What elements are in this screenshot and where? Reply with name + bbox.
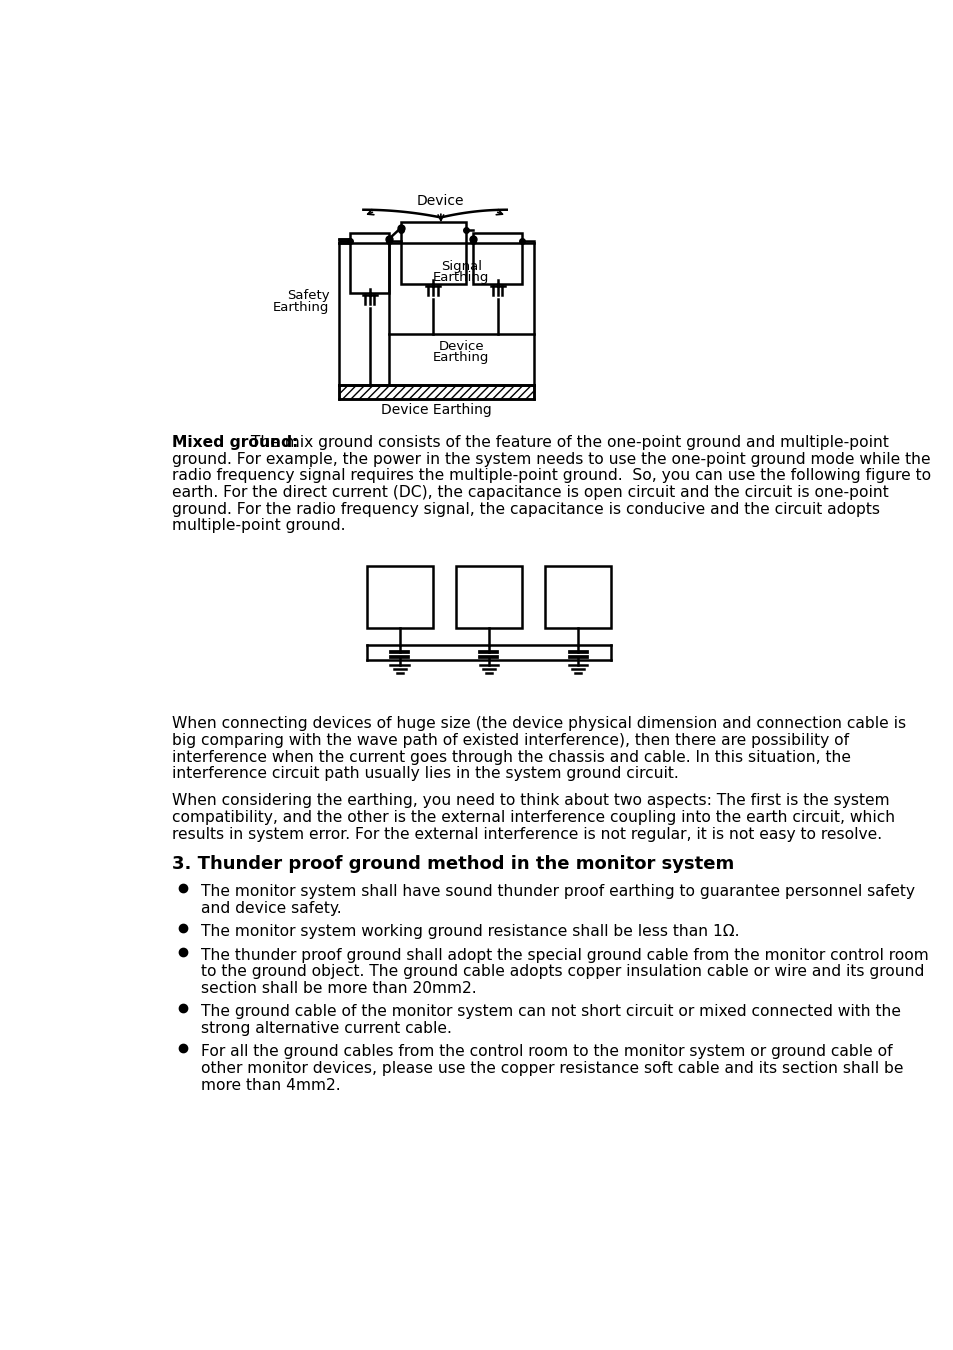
Text: Device: Device: [438, 340, 484, 352]
Text: big comparing with the wave path of existed interference), then there are possib: big comparing with the wave path of exis…: [172, 733, 848, 748]
Text: ground. For example, the power in the system needs to use the one-point ground m: ground. For example, the power in the sy…: [172, 452, 929, 467]
Text: results in system error. For the external interference is not regular, it is not: results in system error. For the externa…: [172, 826, 882, 841]
Text: The thunder proof ground shall adopt the special ground cable from the monitor c: The thunder proof ground shall adopt the…: [201, 948, 928, 963]
Text: and device safety.: and device safety.: [201, 900, 342, 915]
Bar: [400, 221, 465, 284]
Bar: [544, 566, 610, 628]
Text: When considering the earthing, you need to think about two aspects: The first is: When considering the earthing, you need …: [172, 794, 888, 809]
Text: Earthing: Earthing: [273, 301, 329, 313]
Text: 3. Thunder proof ground method in the monitor system: 3. Thunder proof ground method in the mo…: [172, 855, 734, 873]
Bar: [473, 232, 521, 284]
Bar: [367, 566, 433, 628]
Text: strong alternative current cable.: strong alternative current cable.: [201, 1021, 452, 1035]
Text: Earthing: Earthing: [433, 351, 489, 364]
Bar: [350, 232, 389, 293]
Text: The monitor system working ground resistance shall be less than 1Ω.: The monitor system working ground resist…: [201, 925, 740, 940]
Text: more than 4mm2.: more than 4mm2.: [201, 1077, 340, 1092]
Bar: [338, 385, 534, 400]
Text: The monitor system shall have sound thunder proof earthing to guarantee personne: The monitor system shall have sound thun…: [201, 884, 915, 899]
Text: Signal: Signal: [440, 259, 481, 273]
Text: earth. For the direct current (DC), the capacitance is open circuit and the circ: earth. For the direct current (DC), the …: [172, 485, 888, 500]
Text: The mix ground consists of the feature of the one-point ground and multiple-poin: The mix ground consists of the feature o…: [245, 435, 887, 451]
Text: interference circuit path usually lies in the system ground circuit.: interference circuit path usually lies i…: [172, 765, 678, 782]
Text: Device Earthing: Device Earthing: [380, 404, 491, 417]
Text: to the ground object. The ground cable adopts copper insulation cable or wire an: to the ground object. The ground cable a…: [201, 964, 923, 979]
Text: The ground cable of the monitor system can not short circuit or mixed connected : The ground cable of the monitor system c…: [201, 1004, 901, 1019]
Text: For all the ground cables from the control room to the monitor system or ground : For all the ground cables from the contr…: [201, 1045, 892, 1060]
Text: Safety: Safety: [286, 289, 329, 302]
Text: other monitor devices, please use the copper resistance soft cable and its secti: other monitor devices, please use the co…: [201, 1061, 902, 1076]
Text: multiple-point ground.: multiple-point ground.: [172, 518, 345, 533]
Text: compatibility, and the other is the external interference coupling into the eart: compatibility, and the other is the exte…: [172, 810, 894, 825]
Text: radio frequency signal requires the multiple-point ground.  So, you can use the : radio frequency signal requires the mult…: [172, 468, 930, 483]
Text: section shall be more than 20mm2.: section shall be more than 20mm2.: [201, 981, 476, 996]
Bar: [456, 566, 521, 628]
Text: Mixed ground:: Mixed ground:: [172, 435, 298, 451]
Text: interference when the current goes through the chassis and cable. In this situat: interference when the current goes throu…: [172, 749, 850, 764]
Text: Device: Device: [416, 194, 464, 208]
Text: ground. For the radio frequency signal, the capacitance is conducive and the cir: ground. For the radio frequency signal, …: [172, 502, 879, 517]
Text: Earthing: Earthing: [433, 271, 489, 285]
Text: When connecting devices of huge size (the device physical dimension and connecti: When connecting devices of huge size (th…: [172, 717, 905, 732]
